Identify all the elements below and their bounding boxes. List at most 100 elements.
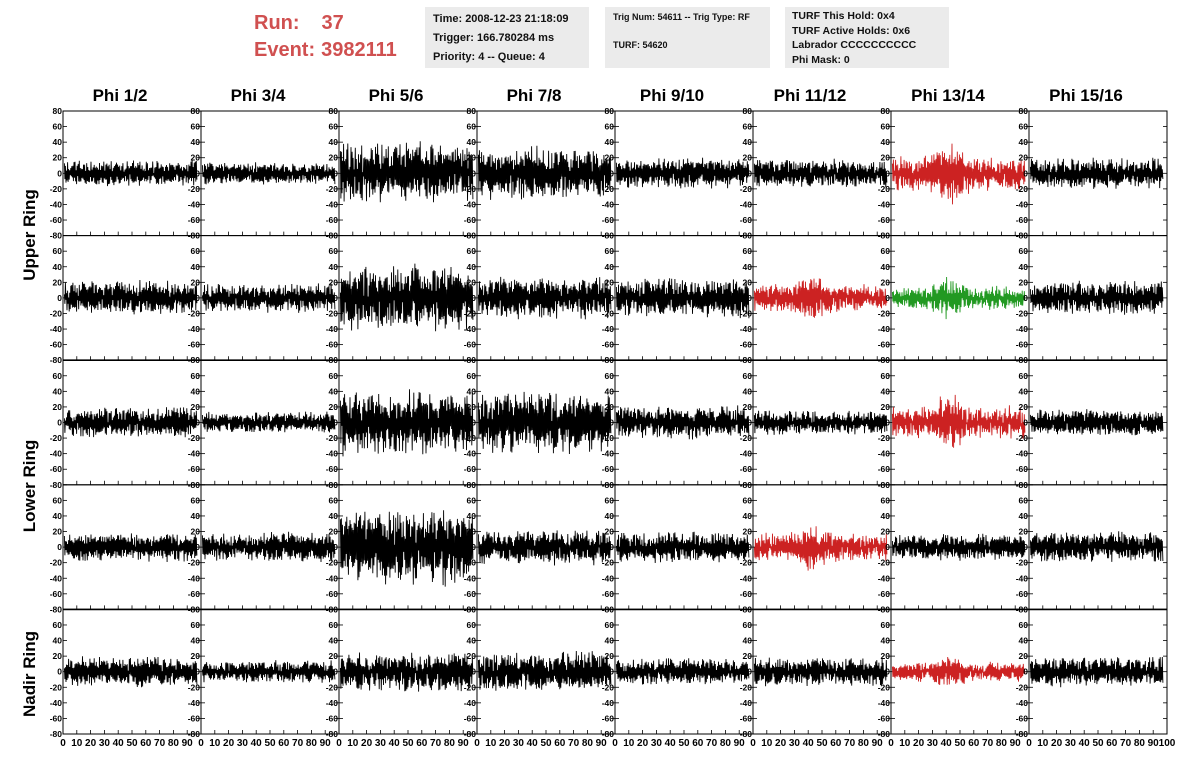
trig-num-type-text: Trig Num: 54611 -- Trig Type: RF: [613, 12, 750, 22]
y-tick-label: 0: [885, 542, 890, 552]
x-tick-label: 50: [816, 738, 828, 749]
y-tick-label: 60: [329, 620, 339, 630]
x-tick-label: 80: [582, 738, 594, 749]
y-tick-label: 0: [57, 418, 62, 428]
y-tick-label: 0: [333, 667, 338, 677]
y-tick-label: -20: [464, 184, 477, 194]
trigger-time-text: Trigger: 166.780284 ms: [433, 32, 555, 44]
y-tick-label: 40: [467, 511, 477, 521]
y-tick-label: 40: [881, 511, 891, 521]
x-tick-label: 40: [803, 738, 815, 749]
y-tick-label: 40: [743, 511, 753, 521]
y-tick-label: 60: [881, 495, 891, 505]
labrador-text: Labrador CCCCCCCCCC: [792, 39, 917, 51]
phi-title-3-4: Phi 3/4: [230, 86, 286, 105]
y-tick-label: 20: [53, 277, 63, 287]
waveform-r1-c1: [63, 159, 198, 187]
phi-title-13-14: Phi 13/14: [911, 86, 985, 105]
y-tick-label: 20: [743, 651, 753, 661]
y-tick-label: -20: [740, 184, 753, 194]
y-tick-label: 60: [1019, 122, 1029, 132]
y-tick-label: 0: [333, 418, 338, 428]
x-tick-label: 80: [858, 738, 870, 749]
x-tick-label: 70: [844, 738, 856, 749]
y-tick-label: -40: [602, 324, 615, 334]
y-tick-label: 0: [609, 667, 614, 677]
y-tick-label: -60: [740, 340, 753, 350]
y-tick-label: -20: [602, 308, 615, 318]
y-tick-label: 40: [53, 636, 63, 646]
y-tick-label: -20: [50, 184, 63, 194]
y-tick-label: 60: [881, 371, 891, 381]
x-tick-label: 80: [306, 738, 318, 749]
x-tick-label: 80: [168, 738, 180, 749]
waveform-r3-c1: [63, 407, 198, 438]
y-tick-label: 0: [195, 168, 200, 178]
y-tick-label: 40: [1019, 262, 1029, 272]
y-tick-label: 20: [191, 277, 201, 287]
x-tick-label: 50: [1092, 738, 1104, 749]
y-tick-label: -80: [878, 729, 891, 739]
y-tick-label: 60: [191, 122, 201, 132]
x-tick-label: 60: [554, 738, 566, 749]
y-tick-label: 40: [329, 636, 339, 646]
y-tick-label: -40: [464, 573, 477, 583]
waveform-r4-c5: [615, 531, 750, 564]
y-tick-label: -20: [50, 558, 63, 568]
y-tick-label: -60: [740, 215, 753, 225]
y-tick-label: 0: [333, 542, 338, 552]
waveform-r4-c7: [891, 533, 1026, 561]
panel-r1-c1: -80 -60 -40 -20 0 20 40 60 80: [50, 106, 202, 241]
y-tick-label: 0: [609, 418, 614, 428]
y-tick-label: -60: [326, 215, 339, 225]
y-tick-label: 0: [471, 418, 476, 428]
phi-title-15-16: Phi 15/16: [1049, 86, 1123, 105]
x-tick-label: 50: [954, 738, 966, 749]
y-tick-label: -60: [602, 340, 615, 350]
x-tick-label: 60: [278, 738, 290, 749]
waveform-r1-c4: [477, 145, 612, 200]
y-tick-label: 40: [467, 137, 477, 147]
y-tick-label: -60: [878, 589, 891, 599]
phi-title-11-12: Phi 11/12: [773, 86, 847, 105]
y-tick-label: 0: [57, 293, 62, 303]
y-tick-label: 60: [743, 371, 753, 381]
y-tick-label: 20: [881, 651, 891, 661]
y-tick-label: -80: [50, 480, 63, 490]
y-tick-label: 80: [191, 106, 201, 116]
y-tick-label: -20: [878, 308, 891, 318]
x-tick-label: 10: [71, 738, 83, 749]
y-tick-label: -60: [464, 215, 477, 225]
x-tick-label: 40: [113, 738, 125, 749]
y-tick-label: 40: [743, 137, 753, 147]
run-number: 37: [321, 12, 344, 34]
y-tick-label: 40: [467, 386, 477, 396]
y-tick-label: -60: [50, 215, 63, 225]
y-tick-label: 20: [743, 402, 753, 412]
x-tick-label: 20: [1051, 738, 1063, 749]
y-tick-label: 0: [747, 418, 752, 428]
y-tick-label: -40: [50, 573, 63, 583]
y-tick-label: -60: [464, 713, 477, 723]
y-tick-label: 0: [885, 418, 890, 428]
y-tick-label: 20: [743, 153, 753, 163]
waveform-r1-c7: [891, 143, 1026, 205]
priority-queue-text: Priority: 4 -- Queue: 4: [433, 51, 545, 63]
y-tick-label: -40: [464, 199, 477, 209]
x-tick-label: 0: [60, 738, 66, 749]
x-tick-label: 80: [1134, 738, 1146, 749]
waveform-r3-c2: [201, 411, 336, 433]
y-tick-label: 20: [605, 277, 615, 287]
y-tick-label: 40: [53, 262, 63, 272]
x-tick-label: 40: [1079, 738, 1091, 749]
y-tick-label: -60: [326, 340, 339, 350]
x-tick-label: 10: [623, 738, 635, 749]
y-tick-label: 80: [329, 106, 339, 116]
waveform-r1-c2: [201, 162, 336, 185]
y-tick-label: 20: [329, 527, 339, 537]
